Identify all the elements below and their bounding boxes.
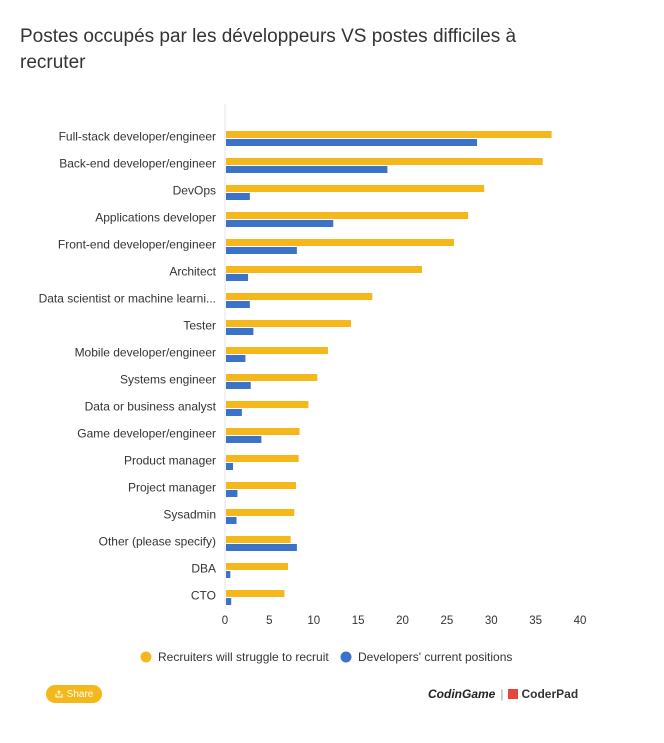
legend-label[interactable]: Developers' current positions <box>358 650 512 664</box>
category-label: Back-end developer/engineer <box>59 157 216 171</box>
bar-recruiters-struggle <box>226 158 543 165</box>
bar-developers-current <box>226 490 238 497</box>
bar-recruiters-struggle <box>226 131 552 138</box>
bar-recruiters-struggle <box>226 347 328 354</box>
bar-developers-current <box>226 463 233 470</box>
logo-separator: | <box>500 687 504 701</box>
category-label: Mobile developer/engineer <box>75 346 216 360</box>
bar-developers-current <box>226 355 246 362</box>
x-tick-label: 0 <box>222 615 228 627</box>
bar-developers-current <box>226 301 250 308</box>
category-label: Game developer/engineer <box>77 427 216 441</box>
bar-developers-current <box>226 247 297 254</box>
bar-developers-current <box>226 193 250 200</box>
category-label: Sysadmin <box>163 508 216 522</box>
x-tick-label: 10 <box>307 615 320 627</box>
bar-recruiters-struggle <box>226 212 469 219</box>
bar-developers-current <box>226 166 388 173</box>
category-label: Data scientist or machine learni... <box>39 292 216 306</box>
bar-recruiters-struggle <box>226 509 295 516</box>
category-label: Data or business analyst <box>85 400 217 414</box>
share-label: Share <box>66 688 94 700</box>
category-label: Front-end developer/engineer <box>58 238 216 252</box>
category-label: Product manager <box>124 454 216 468</box>
brand-logos: CodinGame | CoderPad <box>428 686 578 702</box>
category-label: Full-stack developer/engineer <box>59 130 216 144</box>
x-tick-label: 25 <box>440 615 453 627</box>
x-tick-label: 30 <box>485 615 498 627</box>
bar-recruiters-struggle <box>226 239 454 246</box>
bar-developers-current <box>226 598 232 605</box>
category-label: DevOps <box>173 184 216 198</box>
bar-developers-current <box>226 328 254 335</box>
bar-developers-current <box>226 571 231 578</box>
bar-developers-current <box>226 139 478 146</box>
bar-recruiters-struggle <box>226 428 300 435</box>
legend-label[interactable]: Recruiters will struggle to recruit <box>158 650 329 664</box>
bar-recruiters-struggle <box>226 401 309 408</box>
codingame-logo: CodinGame <box>428 687 496 701</box>
x-tick-label: 20 <box>396 615 409 627</box>
coderpad-logo: CoderPad <box>508 687 578 701</box>
bar-recruiters-struggle <box>226 293 373 300</box>
category-label: Project manager <box>128 481 216 495</box>
share-icon <box>55 690 63 698</box>
category-label: Other (please specify) <box>99 535 216 549</box>
category-label: Architect <box>169 265 216 279</box>
bar-developers-current <box>226 220 334 227</box>
bar-developers-current <box>226 436 262 443</box>
share-button[interactable]: Share <box>46 685 102 703</box>
bar-recruiters-struggle <box>226 320 352 327</box>
x-tick-label: 15 <box>352 615 365 627</box>
bar-recruiters-struggle <box>226 374 318 381</box>
category-label: CTO <box>191 589 216 603</box>
bar-recruiters-struggle <box>226 185 485 192</box>
bar-recruiters-struggle <box>226 482 296 489</box>
category-label: Systems engineer <box>120 373 216 387</box>
bar-developers-current <box>226 409 242 416</box>
bar-recruiters-struggle <box>226 563 289 570</box>
bar-recruiters-struggle <box>226 536 291 543</box>
bar-recruiters-struggle <box>226 266 423 273</box>
x-tick-label: 40 <box>574 615 587 627</box>
bar-developers-current <box>226 544 297 551</box>
category-label: Applications developer <box>95 211 216 225</box>
bar-recruiters-struggle <box>226 455 299 462</box>
bar-developers-current <box>226 274 249 281</box>
x-tick-label: 5 <box>266 615 272 627</box>
bar-developers-current <box>226 382 251 389</box>
bar-developers-current <box>226 517 237 524</box>
legend-marker[interactable] <box>140 651 152 663</box>
chart-title: Postes occupés par les développeurs VS p… <box>20 26 517 73</box>
bar-recruiters-struggle <box>226 590 285 597</box>
x-tick-label: 35 <box>529 615 542 627</box>
coderpad-label: CoderPad <box>521 687 579 701</box>
category-label: Tester <box>183 319 216 333</box>
coderpad-icon <box>508 689 519 699</box>
legend-marker[interactable] <box>340 651 352 663</box>
category-label: DBA <box>191 562 216 576</box>
